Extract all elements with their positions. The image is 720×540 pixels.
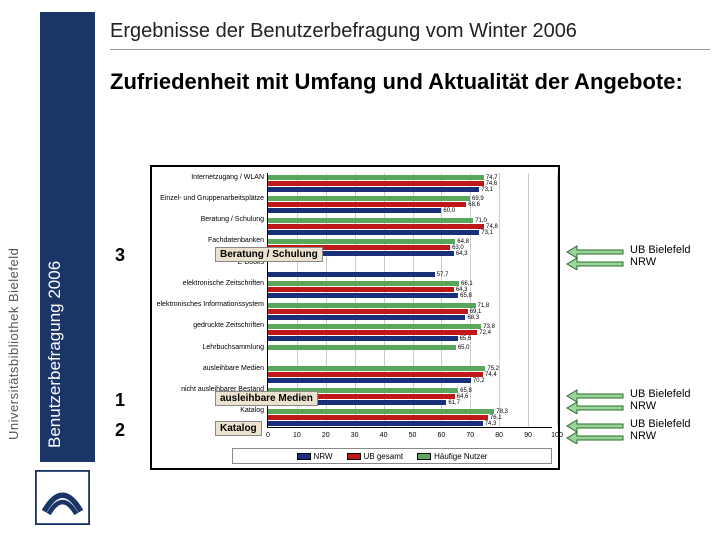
chart-bar bbox=[268, 287, 454, 292]
chart-category-label: Internetzugang / WLAN bbox=[154, 174, 264, 181]
arrow-icon bbox=[565, 418, 625, 444]
chart-bar bbox=[268, 208, 441, 213]
chart-plot-area: 010203040506070809010074,774,673,169,968… bbox=[267, 173, 552, 428]
chart-bar-value: 64,3 bbox=[456, 251, 468, 257]
chart-bar-value: 61,7 bbox=[448, 400, 460, 406]
arrow-label: UB BielefeldNRW bbox=[630, 418, 691, 442]
legend-swatch bbox=[417, 453, 431, 460]
legend-label: UB gesamt bbox=[364, 452, 404, 461]
rank-number: 2 bbox=[115, 420, 125, 441]
chart-bar bbox=[268, 345, 456, 350]
chart-category-label: Lehrbuchsammlung bbox=[154, 344, 264, 351]
chart-bar-value: 74,3 bbox=[485, 421, 497, 427]
arrow-label: UB BielefeldNRW bbox=[630, 388, 691, 412]
chart-bar-value: 65,0 bbox=[458, 345, 470, 351]
chart-bar-value: 65,6 bbox=[460, 336, 472, 342]
chart-category-label: elektronische Zeitschriften bbox=[154, 280, 264, 287]
chart-bar bbox=[268, 202, 466, 207]
chart-bar bbox=[268, 309, 468, 314]
chart-bar-value: 65,8 bbox=[460, 293, 472, 299]
chart-container: 010203040506070809010074,774,673,169,968… bbox=[150, 165, 560, 470]
chart-bar-value: 57,7 bbox=[437, 272, 449, 278]
chart-bar bbox=[268, 187, 479, 192]
chart-bar-value: 73,1 bbox=[481, 187, 493, 193]
chart-bar bbox=[268, 303, 476, 308]
chart-category-label: Beratung / Schulung bbox=[154, 216, 264, 223]
library-logo-icon bbox=[35, 470, 90, 525]
chart-category-label: ausleihbare Medien bbox=[154, 365, 264, 372]
chart-category-label: elektronisches Informationssystem bbox=[154, 301, 264, 308]
chart-bar bbox=[268, 230, 479, 235]
legend-item: NRW bbox=[297, 452, 333, 461]
content-area: 3 1 2 010203040506070809010074,774,673,169… bbox=[105, 165, 710, 500]
chart-bar-value: 60,0 bbox=[443, 208, 455, 214]
arrow-label-line: UB Bielefeld bbox=[630, 244, 691, 256]
chart-bar bbox=[268, 224, 484, 229]
legend-item: UB gesamt bbox=[347, 452, 404, 461]
chart-bar bbox=[268, 293, 458, 298]
chart-bar bbox=[268, 372, 483, 377]
arrow-label: UB BielefeldNRW bbox=[630, 244, 691, 268]
chart-category-label: Einzel- und Gruppenarbeitsplätze bbox=[154, 195, 264, 202]
chart-bar bbox=[268, 324, 481, 329]
chart-bar-value: 72,4 bbox=[479, 330, 491, 336]
callout-label: ausleihbare Medien bbox=[215, 391, 318, 406]
chart-bar bbox=[268, 378, 471, 383]
chart-bar bbox=[268, 181, 484, 186]
arrow-label-line: NRW bbox=[630, 400, 656, 412]
chart-bar bbox=[268, 366, 485, 371]
chart-bar-value: 68,6 bbox=[468, 202, 480, 208]
arrow-label-line: UB Bielefeld bbox=[630, 418, 691, 430]
arrow-label-line: UB Bielefeld bbox=[630, 388, 691, 400]
chart-bar-value: 74,4 bbox=[485, 372, 497, 378]
slide-header: Ergebnisse der Benutzerbefragung vom Win… bbox=[110, 20, 710, 50]
slide-title: Zufriedenheit mit Umfang und Aktualität … bbox=[110, 68, 705, 96]
chart-bar bbox=[268, 415, 488, 420]
legend-item: Häufige Nutzer bbox=[417, 452, 487, 461]
sidebar-survey-label: Benutzerbefragung 2006 bbox=[45, 261, 65, 448]
chart-bar bbox=[268, 336, 458, 341]
arrow-icon bbox=[565, 244, 625, 270]
chart-bar bbox=[268, 175, 484, 180]
chart-bar-value: 73,1 bbox=[481, 230, 493, 236]
legend-swatch bbox=[297, 453, 311, 460]
arrow-label-line: NRW bbox=[630, 430, 656, 442]
chart-category-label: Fachdatenbanken bbox=[154, 237, 264, 244]
rank-number: 1 bbox=[115, 390, 125, 411]
chart-bar-value: 68,3 bbox=[467, 315, 479, 321]
chart-category-label: gedruckte Zeitschriften bbox=[154, 322, 264, 329]
sidebar: Benutzerbefragung 2006 Universitätsbibli… bbox=[0, 0, 95, 540]
chart-bar-value: 70,2 bbox=[473, 378, 485, 384]
callout-label: Beratung / Schulung bbox=[215, 247, 323, 262]
chart-bar bbox=[268, 330, 477, 335]
slide: Benutzerbefragung 2006 Universitätsbibli… bbox=[0, 0, 720, 540]
chart-category-label: Katalog bbox=[154, 407, 264, 414]
legend-swatch bbox=[347, 453, 361, 460]
chart-bar bbox=[268, 315, 465, 320]
chart-bar bbox=[268, 409, 494, 414]
chart-bar bbox=[268, 272, 435, 277]
chart-bar bbox=[268, 196, 470, 201]
rank-number: 3 bbox=[115, 245, 125, 266]
chart-bar bbox=[268, 218, 473, 223]
legend-label: NRW bbox=[314, 452, 333, 461]
chart-legend: NRW UB gesamt Häufige Nutzer bbox=[232, 448, 552, 464]
chart-bar bbox=[268, 239, 455, 244]
sidebar-library-label: Universitätsbibliothek Bielefeld bbox=[6, 248, 21, 440]
legend-label: Häufige Nutzer bbox=[434, 452, 487, 461]
arrow-icon bbox=[565, 388, 625, 414]
callout-label: Katalog bbox=[215, 421, 262, 436]
arrow-label-line: NRW bbox=[630, 256, 656, 268]
chart-bar bbox=[268, 421, 483, 426]
chart-bar bbox=[268, 281, 459, 286]
